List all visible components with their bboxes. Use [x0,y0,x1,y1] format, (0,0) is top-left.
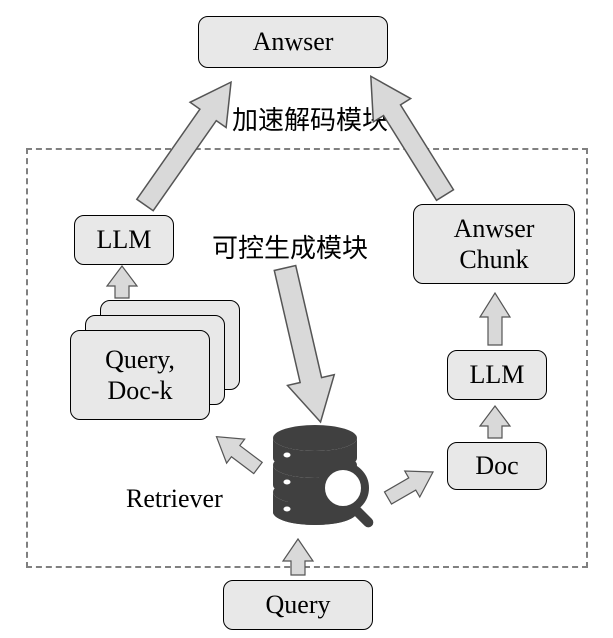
arrow-gen-to-db [262,263,344,428]
arrow-db-to-stack [207,425,267,480]
arrow-stack-to-llm-left [107,266,137,298]
arrow-doc-to-llm-right [480,406,510,438]
arrow-llm-left-to-answer [127,70,249,218]
arrow-chunk-to-answer [352,65,464,207]
arrow-db-to-doc [381,459,441,511]
arrows-layer [0,0,613,638]
arrow-llm-right-to-chunk [480,293,510,345]
arrow-query-to-db [283,539,313,575]
